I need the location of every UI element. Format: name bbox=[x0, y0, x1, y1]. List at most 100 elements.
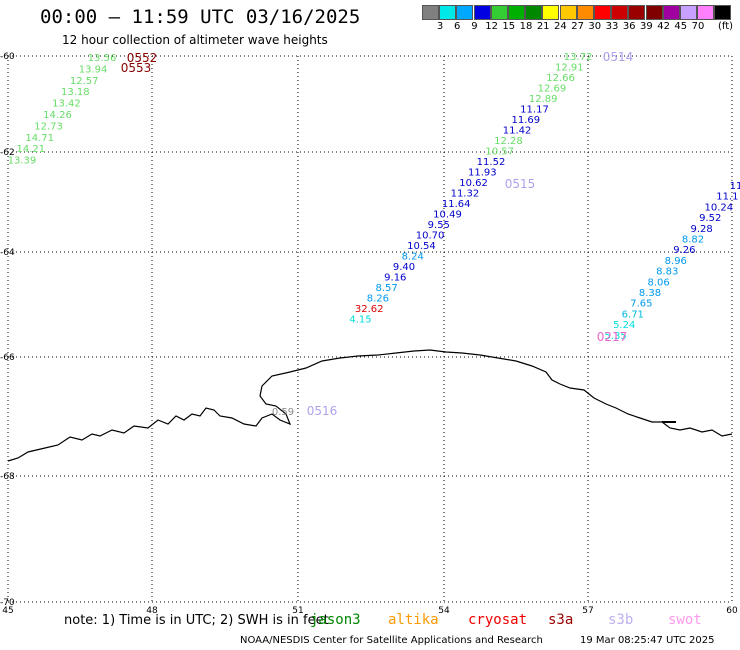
legend-label: 24 bbox=[554, 21, 567, 32]
wave-height-value: 9.52 bbox=[699, 213, 721, 224]
wave-height-value: 12.69 bbox=[538, 84, 567, 95]
wave-height-value: 12.57 bbox=[70, 76, 99, 87]
wave-height-value: 5.24 bbox=[613, 320, 635, 331]
wave-height-value: 7.65 bbox=[630, 299, 652, 310]
legend-swatch bbox=[439, 5, 457, 20]
wave-height-value: 13.72 bbox=[564, 52, 593, 63]
map-subtitle: 12 hour collection of altimeter wave hei… bbox=[62, 33, 328, 47]
wave-height-value: 9.16 bbox=[384, 273, 406, 284]
legend-label: 6 bbox=[454, 21, 461, 32]
legend-label: 30 bbox=[588, 21, 602, 32]
wave-height-value: 14.71 bbox=[25, 133, 54, 144]
latitude-label: -62 bbox=[0, 148, 15, 158]
longitude-label: 45 bbox=[2, 606, 13, 616]
coastline bbox=[7, 349, 733, 462]
wave-height-value: 10.57 bbox=[485, 147, 514, 158]
legend-swatch bbox=[662, 5, 680, 20]
longitude-label: 60 bbox=[726, 606, 738, 616]
legend-label: 39 bbox=[640, 21, 653, 32]
latitude-label: -60 bbox=[0, 52, 15, 62]
wave-height-value: 14.26 bbox=[43, 110, 72, 121]
wave-height-value: 6.71 bbox=[622, 309, 644, 320]
wave-height-value: 12.91 bbox=[555, 63, 584, 74]
latitude-label: -70 bbox=[0, 598, 15, 608]
wave-height-value: 13.39 bbox=[8, 156, 37, 167]
pass-time-label: 0516 bbox=[307, 404, 338, 418]
satellite-legend-item: swot bbox=[668, 612, 702, 628]
legend-label: 45 bbox=[674, 21, 688, 32]
legend-swatch bbox=[697, 5, 715, 20]
wave-height-value: 9.26 bbox=[673, 245, 695, 256]
wave-height-value: 0.59 bbox=[272, 407, 294, 418]
legend-unit: (ft) bbox=[718, 21, 734, 32]
pass-time-label: 0553 bbox=[121, 61, 152, 75]
wave-height-value: 11 bbox=[730, 181, 740, 192]
wave-height-value: 14.21 bbox=[16, 144, 45, 155]
legend-label: 42 bbox=[657, 21, 670, 32]
legend-swatch bbox=[611, 5, 629, 20]
pass-time-label: 0552 bbox=[127, 51, 158, 65]
legend-swatch bbox=[508, 5, 525, 20]
legend-label: 12 bbox=[485, 21, 498, 32]
satellite-legend-item: s3b bbox=[608, 612, 634, 628]
pass-time-label: 0514 bbox=[603, 50, 634, 64]
wave-height-value: 10.54 bbox=[407, 241, 436, 252]
legend-swatch bbox=[714, 5, 732, 20]
satellite-legend-item: cryosat bbox=[468, 612, 528, 628]
wave-height-value: 8.96 bbox=[665, 256, 687, 267]
legend-label: 27 bbox=[571, 21, 584, 32]
footer-note: note: 1) Time is in UTC; 2) SWH is in fe… bbox=[64, 613, 329, 628]
satellite-legend-item: s3a bbox=[548, 612, 574, 628]
wave-height-value: 13.94 bbox=[79, 64, 108, 75]
wave-height-value: 8.24 bbox=[402, 252, 424, 263]
wave-height-value: 12.28 bbox=[494, 136, 523, 147]
wave-height-value: 11.32 bbox=[451, 189, 480, 200]
wave-height-value: 11.52 bbox=[477, 157, 506, 168]
wave-height-value: 12.73 bbox=[34, 121, 63, 132]
wave-height-value: 8.06 bbox=[647, 277, 669, 288]
wave-height-value: 8.82 bbox=[682, 235, 704, 246]
wave-height-value: 32.62 bbox=[355, 304, 384, 315]
wave-height-value: 4.15 bbox=[349, 315, 371, 326]
satellite-legend-item: altika bbox=[388, 612, 439, 628]
wave-height-value: 8.57 bbox=[375, 283, 397, 294]
map-title: 00:00 – 11:59 UTC 03/16/2025 bbox=[40, 6, 361, 28]
wave-height-value: 9.55 bbox=[428, 220, 450, 231]
legend-swatch bbox=[628, 5, 646, 20]
wave-height-value: 9.28 bbox=[690, 224, 712, 235]
longitude-label: 57 bbox=[582, 606, 593, 616]
altimeter-tracks: 13.5613.9412.5713.1813.4214.2612.7314.71… bbox=[8, 50, 740, 418]
wave-height-value: 13.18 bbox=[61, 87, 90, 98]
wave-height-value: 8.26 bbox=[367, 294, 389, 305]
legend-label: 21 bbox=[536, 21, 550, 32]
longitude-label: 51 bbox=[292, 606, 303, 616]
wave-height-value: 10.62 bbox=[459, 178, 488, 189]
legend-label: 18 bbox=[519, 21, 533, 32]
wave-height-value: 9.40 bbox=[393, 262, 415, 273]
wave-height-value: 11.64 bbox=[442, 199, 471, 210]
satellite-legend-item: jason3 bbox=[310, 612, 361, 628]
footer-timestamp: 19 Mar 08:25:47 UTC 2025 bbox=[580, 635, 715, 646]
legend-swatch bbox=[680, 5, 697, 20]
pass-time-label: 0515 bbox=[505, 177, 536, 191]
wave-height-value: 10.70 bbox=[416, 231, 445, 242]
longitude-label: 48 bbox=[146, 606, 158, 616]
legend-label: 15 bbox=[502, 21, 516, 32]
wave-height-value: 11.1 bbox=[716, 192, 738, 203]
wave-height-value: 12.89 bbox=[529, 94, 558, 105]
wave-height-value: 11.93 bbox=[468, 168, 497, 179]
wave-height-value: 8.83 bbox=[656, 267, 678, 278]
longitude-label: 54 bbox=[438, 606, 450, 616]
legend-label: 33 bbox=[605, 21, 619, 32]
legend-swatch bbox=[542, 5, 560, 20]
legend-swatch bbox=[525, 5, 543, 20]
legend-label: 3 bbox=[436, 21, 444, 32]
wave-height-value: 12.66 bbox=[546, 73, 575, 84]
legend-swatch bbox=[422, 5, 439, 20]
wave-height-value: 10.49 bbox=[433, 210, 462, 221]
wave-height-value: 8.38 bbox=[639, 288, 661, 299]
latitude-label: -64 bbox=[0, 248, 15, 258]
legend-label: 9 bbox=[471, 21, 478, 32]
